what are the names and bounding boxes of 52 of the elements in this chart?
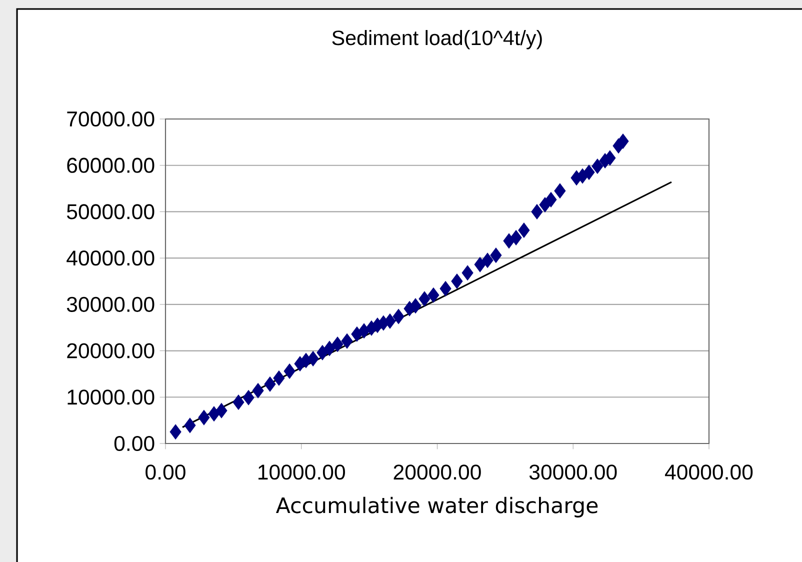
point (232, 394, 244, 410)
point (384, 314, 396, 329)
point (617, 134, 629, 149)
point (216, 402, 228, 418)
x-tick-label: 30000.00 (529, 464, 617, 480)
point (490, 248, 502, 263)
point (545, 192, 557, 208)
point (332, 336, 344, 352)
point (170, 424, 182, 440)
point (341, 333, 353, 349)
point (242, 390, 254, 406)
point (392, 308, 404, 324)
point (474, 256, 486, 272)
point (273, 370, 285, 386)
point (307, 351, 319, 366)
point (451, 274, 463, 289)
x-axis-title: Accumulative water discharge (276, 496, 598, 518)
x-tick-label: 10000.00 (258, 464, 345, 480)
point (510, 230, 522, 246)
y-tick-label: 20000.00 (67, 343, 154, 358)
y-tick-label: 30000.00 (66, 296, 154, 312)
point (208, 406, 220, 422)
point (264, 376, 276, 392)
x-tick-label: 40000.00 (664, 464, 753, 480)
y-tick-label: 50000.00 (66, 204, 154, 220)
point (184, 418, 196, 434)
point (316, 345, 328, 360)
point (531, 204, 543, 220)
point (554, 183, 566, 198)
point (428, 288, 440, 303)
y-tick-label: 40000.00 (66, 250, 154, 266)
point (284, 364, 296, 379)
y-tick-label: 60000.00 (67, 158, 154, 173)
chart-title: Sediment load(10^4t/y) (332, 30, 542, 50)
point (482, 252, 494, 268)
point (604, 150, 616, 166)
y-tick-label: 10000.00 (68, 390, 154, 405)
y-tick-label: 0.00 (114, 436, 154, 452)
point (252, 383, 264, 398)
point (198, 410, 210, 426)
point (418, 291, 430, 306)
point (583, 164, 595, 180)
x-tick-label: 0.00 (146, 464, 186, 480)
y-tick-label: 70000.00 (67, 111, 154, 127)
point (592, 158, 604, 174)
point (410, 298, 422, 314)
x-tick-label: 20000.00 (394, 464, 481, 480)
point (440, 281, 452, 296)
point (462, 265, 474, 281)
point (324, 340, 336, 356)
point (518, 222, 530, 238)
point (358, 323, 370, 338)
